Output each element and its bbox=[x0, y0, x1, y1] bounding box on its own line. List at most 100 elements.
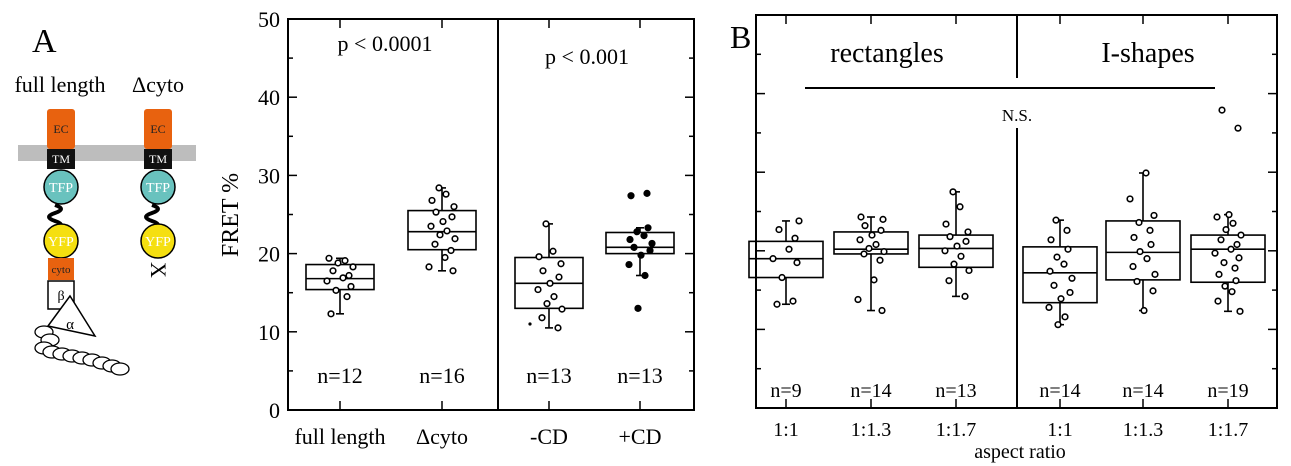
data-point bbox=[1227, 245, 1235, 253]
data-point bbox=[427, 222, 435, 230]
data-point bbox=[1143, 255, 1151, 263]
data-point bbox=[856, 236, 864, 244]
data-point bbox=[327, 310, 335, 318]
data-point bbox=[1211, 249, 1219, 257]
y-tick-label: 20 bbox=[258, 242, 280, 267]
yfp-domain-dcyto bbox=[140, 223, 176, 259]
box-iqr bbox=[605, 231, 675, 255]
data-point bbox=[1061, 313, 1069, 321]
data-point bbox=[857, 213, 865, 221]
x-tick-label: +CD bbox=[619, 424, 662, 449]
data-point bbox=[1066, 288, 1074, 297]
data-point bbox=[425, 263, 433, 271]
data-point bbox=[1045, 303, 1053, 311]
data-point bbox=[791, 234, 799, 242]
tfp-domain-full bbox=[43, 169, 79, 205]
data-point bbox=[637, 251, 645, 259]
data-point bbox=[1052, 216, 1060, 224]
sample-size-label: n=13 bbox=[935, 380, 976, 402]
data-point bbox=[965, 266, 973, 275]
col-label-dcyto: Δcyto bbox=[132, 72, 184, 97]
panel-a-label: A bbox=[32, 23, 57, 60]
data-point bbox=[341, 257, 349, 265]
p-value-annotation: p < 0.001 bbox=[545, 44, 629, 69]
plot-frame bbox=[287, 18, 695, 411]
sample-size-label: n=14 bbox=[1039, 380, 1080, 402]
y-tick-label: 50 bbox=[258, 7, 280, 32]
data-point bbox=[641, 271, 649, 280]
data-point bbox=[643, 189, 651, 197]
data-point bbox=[625, 260, 633, 269]
tfp-label-dcyto: TFP bbox=[146, 181, 170, 196]
cyto-domain bbox=[48, 258, 74, 280]
data-point bbox=[957, 252, 965, 260]
data-point bbox=[1222, 225, 1230, 234]
group-label: rectangles bbox=[830, 38, 944, 69]
data-point bbox=[1054, 321, 1062, 329]
data-point bbox=[441, 253, 449, 262]
data-point bbox=[627, 192, 635, 200]
data-point bbox=[1233, 240, 1241, 249]
tfp-label-full: TFP bbox=[49, 181, 73, 196]
data-point bbox=[550, 293, 558, 301]
data-point bbox=[435, 184, 443, 192]
chain-bead bbox=[110, 362, 130, 376]
alpha-subunit bbox=[46, 294, 97, 338]
y-tick-label: 40 bbox=[258, 85, 280, 110]
beta-label: β bbox=[57, 289, 64, 304]
data-point bbox=[1228, 288, 1236, 296]
data-point bbox=[865, 244, 873, 253]
x-axis-label: aspect ratio bbox=[974, 441, 1066, 463]
data-point bbox=[1231, 264, 1239, 272]
data-point bbox=[428, 196, 436, 205]
data-point bbox=[941, 247, 949, 255]
x-tick-label: 1:1.3 bbox=[851, 419, 892, 441]
data-point bbox=[1149, 287, 1157, 295]
data-point bbox=[543, 300, 551, 308]
data-point bbox=[795, 217, 803, 225]
data-point bbox=[775, 225, 783, 234]
data-point bbox=[442, 190, 450, 198]
data-point bbox=[555, 273, 563, 281]
data-point bbox=[793, 258, 801, 267]
data-point bbox=[447, 246, 455, 255]
data-point bbox=[1217, 236, 1225, 244]
data-point bbox=[945, 277, 953, 285]
data-point bbox=[1068, 274, 1076, 282]
sample-size-label: n=14 bbox=[850, 380, 891, 402]
data-point bbox=[1130, 233, 1138, 242]
sample-size-label: n=13 bbox=[617, 363, 662, 388]
data-point bbox=[878, 306, 886, 315]
data-point bbox=[1215, 270, 1223, 278]
data-point bbox=[1221, 282, 1229, 290]
data-point bbox=[554, 324, 562, 332]
data-point bbox=[956, 203, 964, 211]
data-point bbox=[953, 242, 961, 250]
panel-a-diagram: A full length Δcyto EC TM TFP YFP cyto β… bbox=[14, 23, 196, 376]
data-point bbox=[334, 259, 342, 267]
data-point bbox=[961, 292, 969, 300]
data-point bbox=[1064, 245, 1072, 253]
x-tick-label: 1:1.7 bbox=[936, 419, 977, 441]
data-point bbox=[1229, 219, 1237, 227]
data-point bbox=[1147, 240, 1155, 249]
data-point bbox=[769, 255, 777, 263]
data-point bbox=[946, 233, 954, 241]
data-point bbox=[535, 253, 543, 261]
y-tick-label: 10 bbox=[258, 320, 280, 345]
data-point bbox=[789, 297, 797, 305]
data-point bbox=[633, 228, 641, 236]
box-iqr bbox=[407, 209, 477, 251]
data-point bbox=[949, 188, 957, 196]
sample-size-label: n=16 bbox=[419, 363, 464, 388]
data-point bbox=[630, 243, 638, 251]
actin-chain bbox=[34, 325, 130, 376]
data-point bbox=[1213, 213, 1221, 221]
sample-size-label: n=14 bbox=[1122, 380, 1163, 402]
alpha-label: α bbox=[66, 317, 74, 333]
data-point bbox=[549, 247, 557, 255]
box-iqr bbox=[1190, 234, 1266, 284]
data-point bbox=[1236, 307, 1244, 315]
data-point bbox=[339, 274, 347, 282]
cyto-label: cyto bbox=[52, 264, 71, 276]
